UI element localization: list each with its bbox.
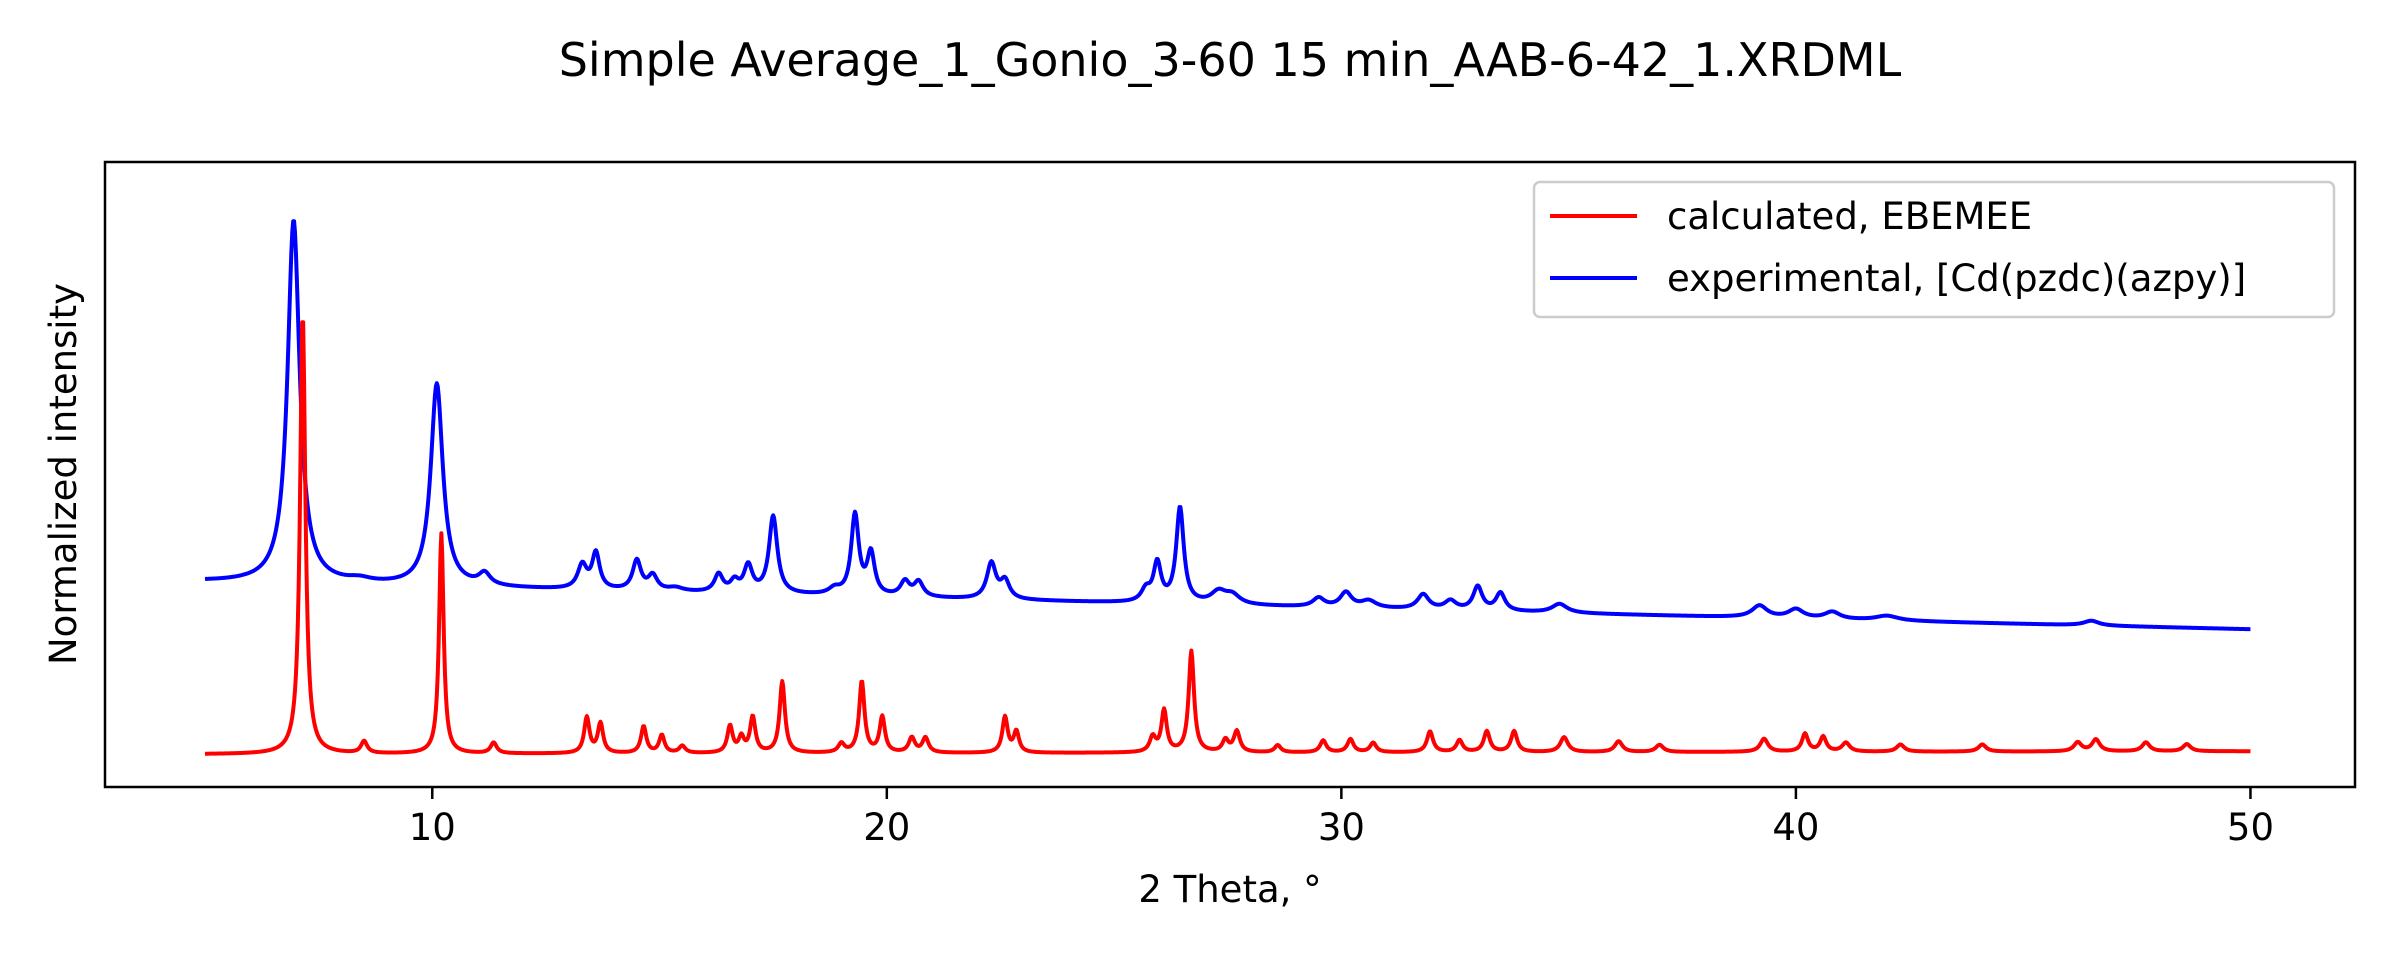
chart-title: Simple Average_1_Gonio_3-60 15 min_AAB-6…: [559, 33, 1902, 87]
legend: calculated, EBEMEE experimental, [Cd(pzd…: [1532, 180, 2336, 319]
x-tick-label: 10: [409, 806, 456, 849]
plot-area: [203, 219, 2252, 756]
legend-label-experimental: experimental, [Cd(pzdc)(azpy)]: [1667, 257, 2246, 300]
series-line-calculated: [203, 320, 2252, 756]
legend-label-calculated: calculated, EBEMEE: [1667, 195, 2032, 238]
x-axis: 10 20 30 40 50: [409, 787, 2274, 849]
y-axis-label: Normalized intensity: [42, 283, 85, 665]
x-axis-label: 2 Theta, °: [1138, 868, 1321, 911]
series-layer: [203, 219, 2252, 756]
x-tick-label: 40: [1772, 806, 1819, 849]
series-line-experimental: [203, 219, 2252, 632]
x-tick-label: 20: [863, 806, 910, 849]
plot-frame: [103, 160, 2357, 789]
x-tick-label: 50: [2227, 806, 2274, 849]
legend-box: [1532, 180, 2336, 319]
x-tick-label: 30: [1318, 806, 1365, 849]
